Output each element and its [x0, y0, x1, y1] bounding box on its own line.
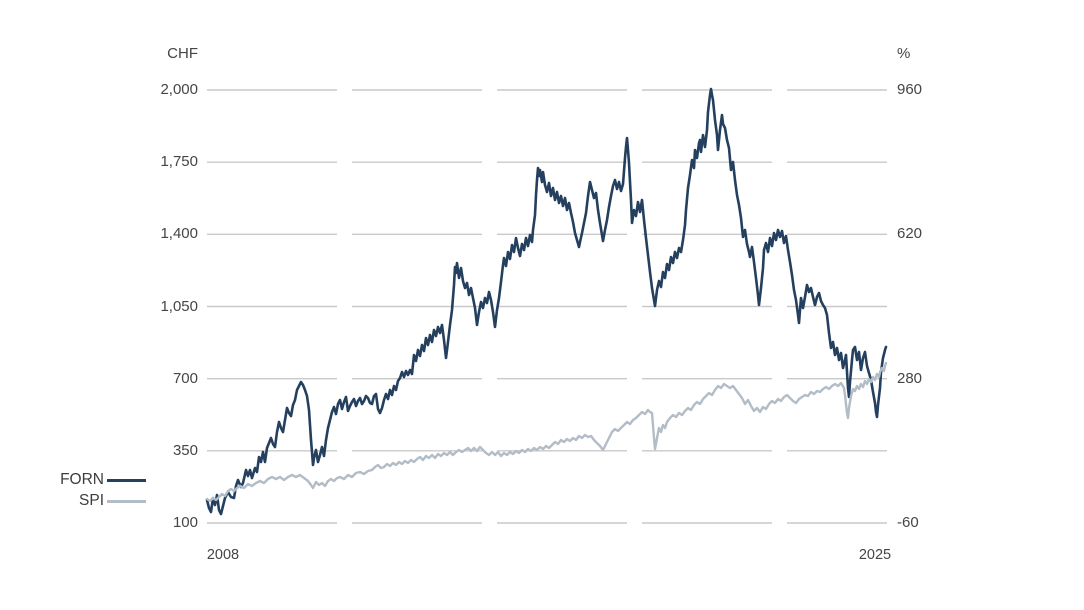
x-axis-label-start: 2008 [206, 547, 240, 563]
series-line-forn [205, 87, 888, 516]
right-axis-tick: 620 [897, 225, 923, 243]
legend-row-forn: FORN [30, 471, 150, 489]
series-lines [205, 87, 888, 516]
legend-label-spi: SPI [79, 492, 104, 509]
series-line-spi [205, 361, 888, 503]
left-axis-tick: 100 [172, 514, 198, 531]
right-axis-tick: -60 [897, 514, 919, 531]
left-axis-tick: 1,750 [160, 153, 198, 171]
right-axis-tick: 960 [897, 81, 923, 98]
left-axis-tick: 700 [172, 369, 198, 387]
forn-line-swatch [107, 479, 146, 482]
left-axis-tick: 1,050 [160, 297, 198, 315]
right-axis-tick: 280 [897, 369, 923, 387]
left-axis-tick: 1,400 [160, 225, 198, 243]
right-axis-title: % [897, 45, 911, 62]
legend-label-forn: FORN [60, 471, 104, 488]
gridlines [207, 89, 887, 524]
spi-line-swatch [107, 500, 146, 503]
legend-row-spi: SPI [30, 492, 150, 510]
left-axis-title: CHF [167, 45, 198, 62]
left-axis-tick: 350 [172, 441, 198, 459]
left-axis-tick: 2,000 [160, 81, 198, 98]
x-axis-label-end: 2025 [858, 547, 892, 563]
